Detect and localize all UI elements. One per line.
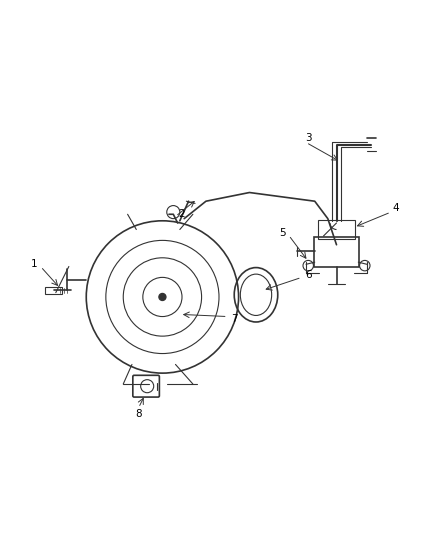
- Text: 5: 5: [279, 228, 286, 238]
- Text: 6: 6: [305, 270, 311, 280]
- Text: 2: 2: [179, 209, 185, 219]
- Circle shape: [159, 294, 166, 301]
- Text: 7: 7: [231, 314, 237, 324]
- Text: 8: 8: [135, 409, 142, 418]
- Text: 4: 4: [392, 203, 399, 213]
- Text: 3: 3: [305, 133, 311, 143]
- Text: 1: 1: [31, 260, 37, 269]
